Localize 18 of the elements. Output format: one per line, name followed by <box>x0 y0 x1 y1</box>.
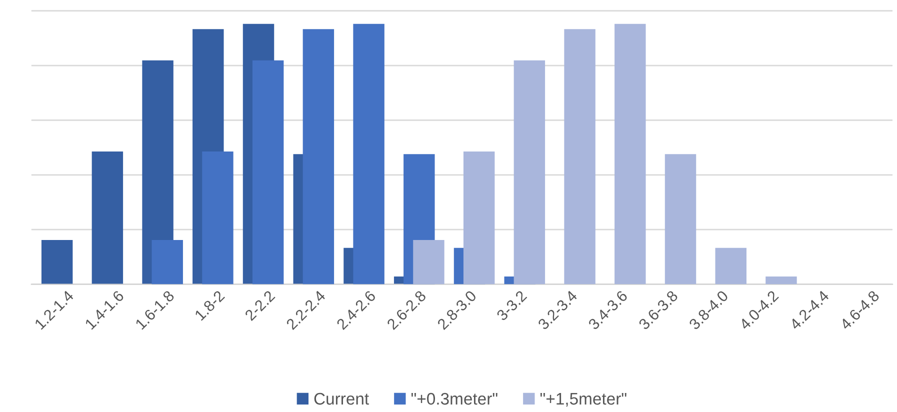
bar <box>664 154 696 284</box>
bar <box>715 248 746 284</box>
bar <box>564 29 596 284</box>
bar <box>514 60 546 284</box>
bar <box>252 60 284 284</box>
bar <box>41 240 73 284</box>
legend-label: Current <box>314 392 369 405</box>
legend-label: "+1,5meter" <box>540 393 626 407</box>
bar <box>614 24 646 284</box>
bar <box>353 24 384 284</box>
bar <box>92 151 124 284</box>
bar <box>152 240 183 284</box>
legend-label: "+0.3meter" <box>411 392 498 405</box>
bar <box>413 240 444 284</box>
bar <box>766 276 797 284</box>
bar <box>302 29 334 284</box>
bar <box>463 151 495 284</box>
bar <box>202 151 234 284</box>
